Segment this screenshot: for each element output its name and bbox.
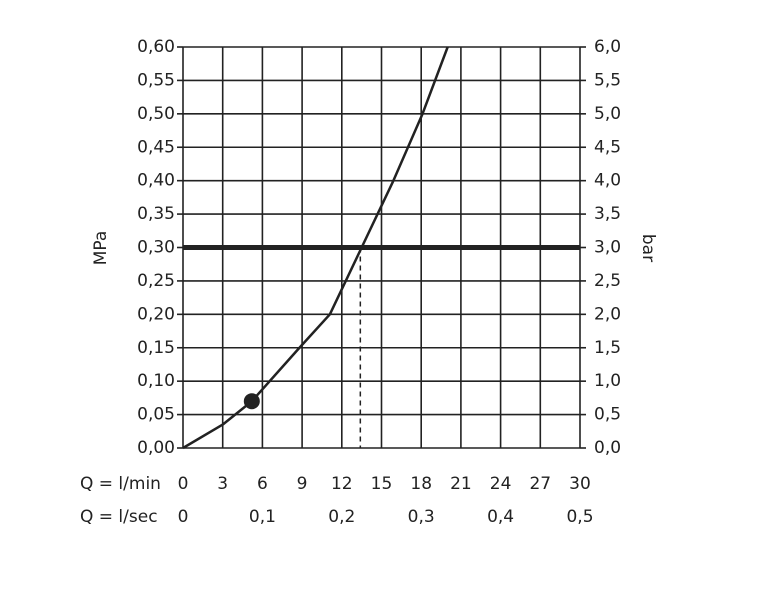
y2-tick-label: 3,5 xyxy=(594,204,621,224)
x-tick-label: 0 xyxy=(178,474,189,494)
x-tick-label: 21 xyxy=(450,474,472,494)
x2-tick-label: 0 xyxy=(178,507,189,527)
x-tick-label: 12 xyxy=(331,474,353,494)
x2-tick-label: 0,1 xyxy=(249,507,276,527)
y2-tick-label: 6,0 xyxy=(594,37,621,57)
x-tick-label: 6 xyxy=(257,474,268,494)
y2-tick-label: 2,0 xyxy=(594,304,621,324)
y2-tick-label: 4,5 xyxy=(594,137,621,157)
x-tick-label: 15 xyxy=(371,474,393,494)
y-tick-label: 0,40 xyxy=(137,171,175,191)
x-tick-label: 30 xyxy=(569,474,591,494)
x2-tick-label: 0,2 xyxy=(328,507,355,527)
x-axis-label: Q = l/min xyxy=(80,474,161,494)
y-axis-label: MPa xyxy=(91,231,111,266)
x-tick-label: 18 xyxy=(410,474,432,494)
y2-tick-label: 1,5 xyxy=(594,338,621,358)
y2-tick-label: 0,0 xyxy=(594,438,621,458)
y2-tick-label: 3,0 xyxy=(594,238,621,258)
x2-axis-label: Q = l/sec xyxy=(80,507,158,527)
y-tick-label: 0,30 xyxy=(137,238,175,258)
y-tick-label: 0,50 xyxy=(137,104,175,124)
y-tick-label: 0,05 xyxy=(137,405,175,425)
y-tick-label: 0,00 xyxy=(137,438,175,458)
y-tick-label: 0,55 xyxy=(137,70,175,90)
y2-tick-label: 5,0 xyxy=(594,104,621,124)
y-tick-label: 0,25 xyxy=(137,271,175,291)
y2-axis-label: bar xyxy=(638,234,658,262)
marker-point xyxy=(243,393,260,410)
x-tick-label: 3 xyxy=(217,474,228,494)
y2-tick-label: 5,5 xyxy=(594,70,621,90)
x2-tick-label: 0,3 xyxy=(408,507,435,527)
y2-tick-label: 4,0 xyxy=(594,171,621,191)
y-tick-label: 0,20 xyxy=(137,304,175,324)
curve xyxy=(182,46,449,450)
y2-tick-label: 1,0 xyxy=(594,371,621,391)
y-tick-label: 0,10 xyxy=(137,371,175,391)
x2-tick-label: 0,5 xyxy=(566,507,593,527)
y-tick-label: 0,15 xyxy=(137,338,175,358)
x-tick-label: 27 xyxy=(529,474,551,494)
y-tick-label: 0,60 xyxy=(137,37,175,57)
y2-tick-label: 0,5 xyxy=(594,405,621,425)
y-tick-label: 0,45 xyxy=(137,137,175,157)
y2-tick-label: 2,5 xyxy=(594,271,621,291)
y-tick-label: 0,35 xyxy=(137,204,175,224)
x-tick-label: 9 xyxy=(297,474,308,494)
x2-tick-label: 0,4 xyxy=(487,507,514,527)
x-tick-label: 24 xyxy=(490,474,512,494)
